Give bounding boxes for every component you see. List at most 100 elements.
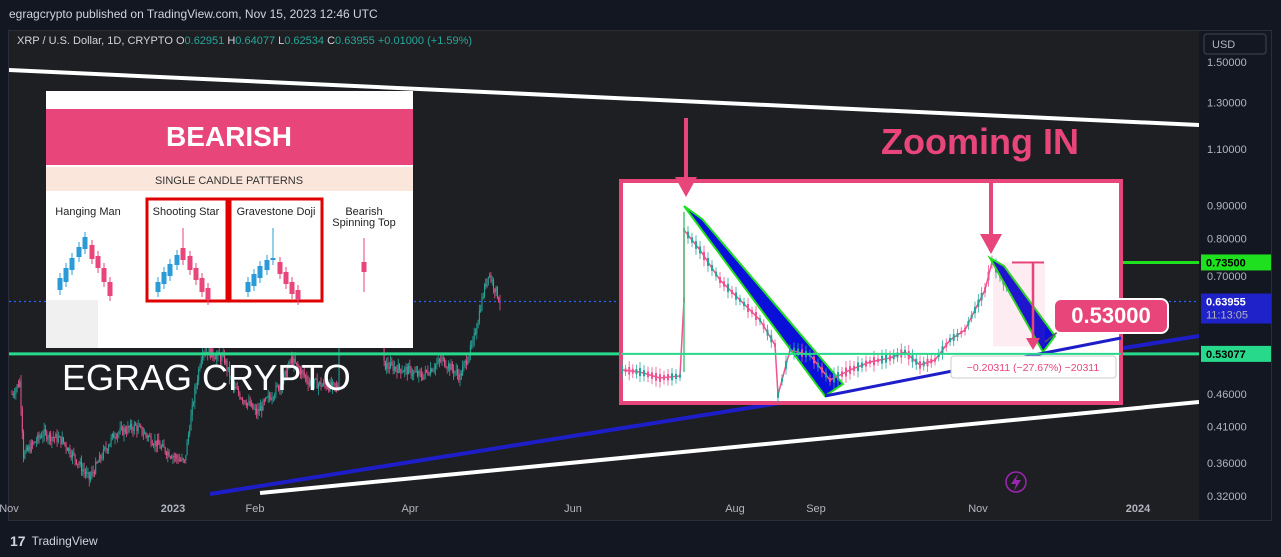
currency-button[interactable] — [1203, 33, 1267, 55]
candle-body — [68, 447, 70, 451]
candle-body — [289, 361, 291, 363]
zoom-candle-body — [837, 371, 839, 381]
pattern-candle-body — [69, 258, 75, 270]
price-tick-label: 0.70000 — [1207, 271, 1247, 283]
candle-body — [449, 363, 451, 371]
candle-body — [91, 471, 93, 476]
zoom-candle-body — [647, 371, 649, 378]
candle-body — [272, 397, 274, 399]
candle-body — [254, 408, 256, 410]
measure-label-box — [950, 355, 1117, 379]
badge-resistance — [1201, 254, 1271, 271]
candle-body — [261, 406, 263, 411]
zoom-candle-body — [797, 348, 799, 356]
candle-body — [431, 368, 433, 372]
zoom-candle-body — [877, 358, 879, 363]
candle-body — [41, 436, 43, 438]
candle-body — [166, 452, 167, 456]
inset-title-band — [46, 109, 413, 165]
candle-body — [267, 395, 269, 398]
candle-body — [241, 398, 243, 401]
falling-channel-1 — [683, 205, 845, 398]
candle-body — [469, 345, 471, 356]
candle-body — [187, 434, 189, 442]
candle-body — [307, 380, 309, 385]
candle-body — [275, 385, 277, 395]
down-arrow-left-head — [675, 177, 697, 197]
chart-svg[interactable]: 1.50000 1.30000 1.10000 0.90000 0.80000 0.700… — [0, 0, 1281, 527]
candle-body — [266, 397, 268, 399]
candle-body — [274, 394, 276, 398]
pattern-candle-body — [251, 274, 257, 286]
candle-body — [100, 455, 102, 459]
candle-body — [451, 363, 453, 370]
candle-body — [238, 389, 240, 394]
candle-body — [177, 458, 179, 462]
candle-body — [90, 475, 92, 480]
candle-body — [108, 446, 110, 451]
candle-body — [234, 386, 236, 388]
currency-label: USD — [1212, 39, 1235, 51]
candle-body — [317, 384, 319, 389]
tradingview-brand[interactable]: 17 TradingView — [10, 533, 98, 549]
candle-body — [445, 366, 447, 368]
falling-channel-2 — [987, 255, 1057, 354]
candle-body — [473, 332, 475, 340]
candle-body — [296, 362, 298, 364]
price-axis: 1.50000 1.30000 1.10000 0.90000 0.80000 0.700… — [1203, 33, 1267, 503]
candle-body — [310, 381, 312, 384]
pattern-candle-body — [245, 282, 251, 292]
candle-body — [489, 275, 491, 277]
candle-body — [426, 369, 428, 372]
candle-body — [276, 385, 278, 387]
candle-body — [93, 472, 95, 474]
candle-body — [194, 388, 196, 403]
candle-body — [247, 402, 249, 406]
candle-body — [280, 386, 282, 389]
candle-body — [20, 381, 22, 409]
pattern-label: Shooting Star — [153, 206, 220, 218]
candle-body — [82, 469, 84, 472]
lightning-icon[interactable] — [1005, 471, 1027, 493]
candle-body — [329, 381, 331, 391]
price-tick-label: 0.46000 — [1207, 389, 1247, 401]
candle-body — [50, 433, 52, 442]
zoom-candle-body — [785, 361, 787, 369]
candle-body — [477, 321, 479, 329]
zoom-candle-body — [743, 301, 745, 307]
candle-body — [265, 397, 267, 401]
candle-body — [314, 378, 316, 384]
open-value: 0.62951 — [184, 35, 225, 47]
zoom-candle-body — [723, 281, 725, 287]
candle-body — [476, 328, 478, 334]
candle-body — [172, 456, 174, 459]
candle-body — [269, 395, 270, 398]
candle-body — [39, 436, 41, 438]
candle-body — [83, 469, 85, 472]
open-label: O — [175, 35, 185, 47]
zoom-candle-body — [825, 372, 827, 378]
candle-body — [167, 451, 169, 456]
candle-body — [332, 382, 334, 387]
candle-body — [297, 363, 299, 367]
zoom-candle-body — [926, 358, 929, 367]
candle-body — [81, 461, 83, 472]
pattern-candle-body — [161, 272, 167, 284]
candle-body — [301, 370, 303, 375]
candle-body — [485, 284, 487, 287]
candle-body — [106, 449, 108, 451]
candle-body — [408, 365, 410, 375]
candle-body — [96, 462, 98, 464]
candle-body — [405, 367, 407, 369]
price-tick-label: 1.30000 — [1207, 97, 1247, 109]
candle-body — [285, 370, 287, 377]
pattern-candle-body — [277, 262, 283, 274]
candle-body — [23, 432, 25, 459]
candle-body — [467, 361, 469, 365]
candle-body — [55, 434, 57, 438]
zoom-candle-body — [727, 283, 729, 293]
candle-body — [147, 436, 149, 438]
zooming-in-title: Zooming IN — [881, 121, 1079, 162]
time-tick-label: Nov — [968, 503, 988, 515]
candle-body — [409, 365, 411, 368]
